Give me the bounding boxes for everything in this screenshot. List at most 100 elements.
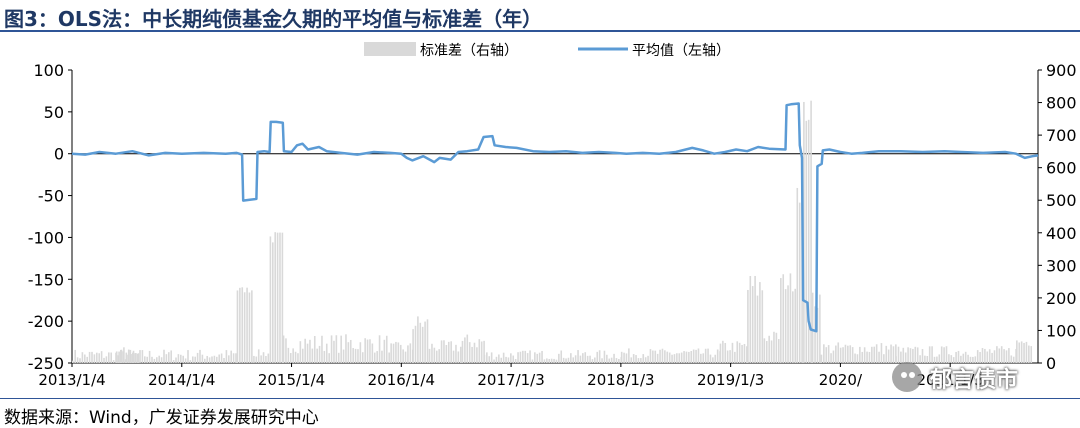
std-bar xyxy=(130,354,132,363)
std-bar xyxy=(483,354,486,363)
std-bar xyxy=(823,344,825,363)
std-bar xyxy=(321,335,323,363)
std-bar xyxy=(654,350,657,363)
std-bar xyxy=(79,358,81,363)
std-bar xyxy=(172,360,175,363)
std-bar xyxy=(225,350,228,363)
std-bar xyxy=(208,357,211,363)
std-bar xyxy=(856,354,859,363)
title-bar: 图3：OLS法：中长期纯债基金久期的平均值与标准差（年） xyxy=(0,0,1080,31)
std-bar xyxy=(428,348,431,363)
std-bar xyxy=(282,335,285,363)
std-bar xyxy=(671,354,673,363)
std-bar xyxy=(407,345,409,363)
std-bar xyxy=(388,352,390,363)
std-bar xyxy=(863,347,866,363)
std-bar xyxy=(560,350,563,363)
std-bar xyxy=(187,350,189,363)
std-bar xyxy=(1028,345,1030,363)
std-bar xyxy=(666,351,669,363)
std-bar xyxy=(993,350,996,363)
std-bar xyxy=(206,355,208,363)
std-bar xyxy=(1018,342,1021,363)
std-bar xyxy=(814,306,816,363)
std-bar xyxy=(697,348,700,363)
std-bar xyxy=(810,100,812,363)
std-bar xyxy=(859,346,861,363)
std-bar xyxy=(844,344,847,363)
std-bar xyxy=(979,351,981,363)
left-tick-label: 100 xyxy=(33,61,64,80)
std-bar xyxy=(673,354,676,363)
std-bar xyxy=(811,292,814,363)
std-bar xyxy=(182,355,184,363)
std-bar xyxy=(127,349,130,363)
std-bar xyxy=(378,335,381,363)
std-bar xyxy=(471,346,473,363)
std-bar xyxy=(493,359,495,363)
std-bar xyxy=(972,356,974,363)
std-bar xyxy=(695,349,697,363)
std-bar xyxy=(635,355,637,363)
left-tick-label: -150 xyxy=(28,270,64,289)
std-bar xyxy=(676,353,678,363)
std-bar xyxy=(88,351,91,363)
std-bar xyxy=(603,350,606,363)
std-bar xyxy=(904,352,907,363)
std-bar xyxy=(768,335,770,363)
std-bar xyxy=(773,331,775,363)
std-bar xyxy=(412,329,414,363)
std-bar xyxy=(618,358,620,363)
std-bar xyxy=(241,287,244,363)
std-bar xyxy=(536,353,539,363)
std-bar xyxy=(940,346,943,363)
std-bar xyxy=(807,119,810,363)
std-bar xyxy=(868,351,871,363)
std-bar xyxy=(1005,350,1008,363)
std-bar xyxy=(775,332,778,363)
std-bar xyxy=(579,355,582,363)
std-bar xyxy=(1010,355,1013,363)
std-bar xyxy=(510,353,512,363)
std-bar xyxy=(652,350,654,363)
std-bar xyxy=(330,335,333,363)
std-bar xyxy=(763,338,766,363)
std-bar xyxy=(421,326,424,363)
std-bar xyxy=(357,349,359,363)
std-bar xyxy=(175,357,177,363)
std-bar xyxy=(158,355,160,363)
std-bar xyxy=(747,289,749,363)
x-tick-label: 2014/1/4 xyxy=(148,371,215,389)
std-bar xyxy=(424,321,426,363)
std-bar xyxy=(279,232,281,363)
watermark: 郁言债市 xyxy=(892,358,1062,398)
std-bar xyxy=(640,358,642,363)
right-tick-label: 300 xyxy=(1046,256,1077,275)
std-bar xyxy=(861,351,864,363)
std-bar xyxy=(702,353,705,363)
std-bar xyxy=(1000,346,1003,363)
std-bar xyxy=(714,354,717,363)
std-bar xyxy=(309,339,311,363)
std-bar xyxy=(500,357,503,363)
std-bar xyxy=(656,353,659,363)
std-bar xyxy=(483,340,485,363)
right-tick-label: 600 xyxy=(1046,159,1077,178)
std-bar xyxy=(606,354,608,363)
std-bar xyxy=(719,343,722,363)
std-bar xyxy=(1012,356,1015,363)
x-tick-label: 2015/1/4 xyxy=(258,371,325,389)
std-bar xyxy=(404,351,407,363)
std-bar xyxy=(354,348,357,363)
std-bar xyxy=(230,350,232,363)
std-bar xyxy=(352,348,354,363)
std-bar xyxy=(478,339,481,363)
std-bar xyxy=(395,341,397,363)
std-bar xyxy=(461,340,464,363)
std-bar xyxy=(707,348,709,363)
std-bar xyxy=(933,356,936,363)
std-bar xyxy=(364,338,366,363)
std-bar xyxy=(498,354,500,363)
std-bar xyxy=(945,346,948,363)
std-bar xyxy=(866,351,868,363)
